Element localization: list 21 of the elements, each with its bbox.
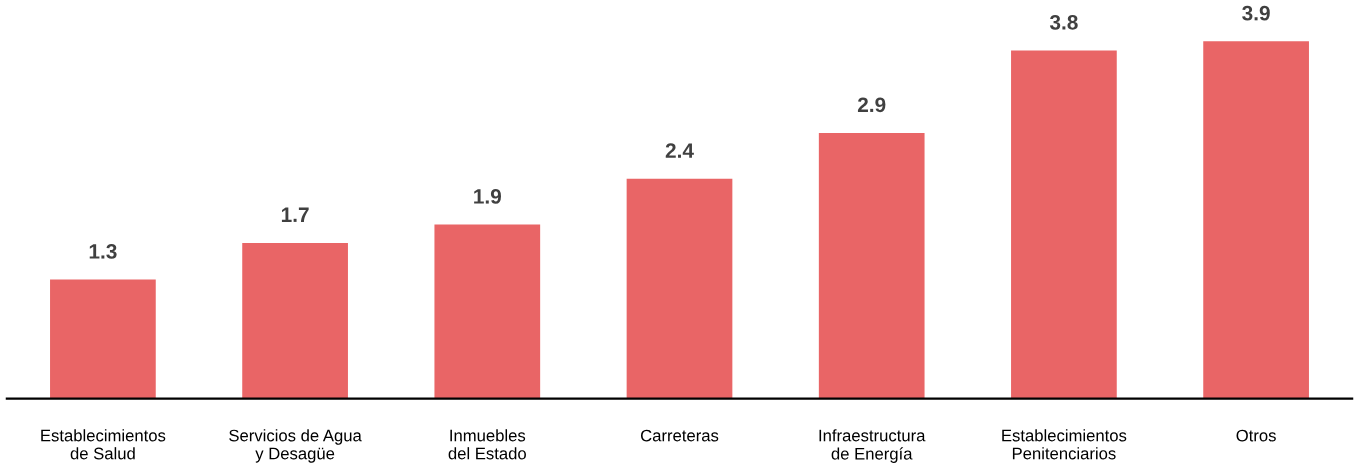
x-tick-label: Otros — [1236, 429, 1276, 442]
bar — [434, 224, 541, 399]
bar — [626, 178, 733, 399]
bar — [1203, 41, 1309, 399]
x-tick-label: Infraestructura de Energía — [819, 429, 926, 463]
data-label: 3.8 — [1049, 14, 1078, 30]
x-tick-label: Establecimientos de Salud — [41, 429, 166, 460]
data-label: 2.9 — [857, 97, 886, 113]
data-label: 2.4 — [665, 143, 694, 158]
data-label: 1.3 — [89, 244, 117, 259]
data-label: 1.7 — [281, 207, 309, 222]
x-tick-label: Carreteras — [640, 429, 719, 442]
bar — [818, 132, 925, 399]
x-tick-label: Establecimientos Penitenciarios — [1002, 429, 1127, 460]
data-label: 3.9 — [1242, 5, 1270, 21]
bar — [242, 242, 348, 399]
bar — [50, 279, 156, 399]
x-tick-label: Servicios de Agua y Desagüe — [229, 429, 362, 463]
data-label: 1.9 — [474, 189, 502, 204]
bar — [1011, 50, 1117, 399]
x-tick-label: Inmuebles del Estado — [448, 429, 526, 460]
